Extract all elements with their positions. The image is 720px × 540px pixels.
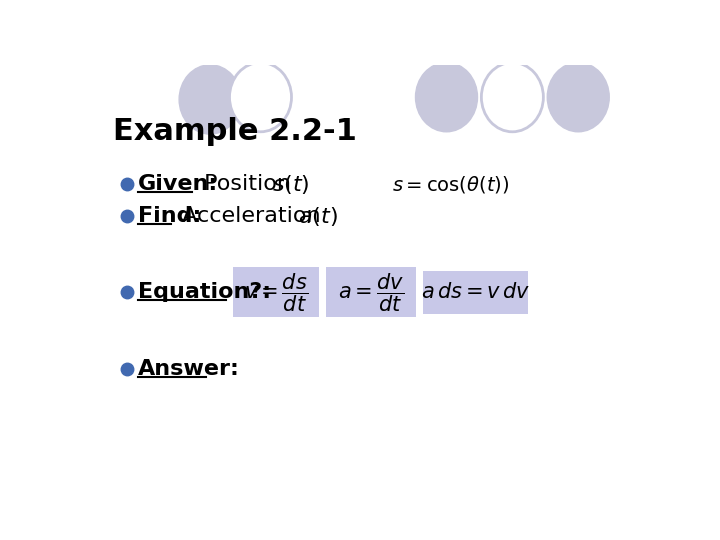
Ellipse shape: [179, 65, 241, 134]
Ellipse shape: [415, 63, 477, 132]
Text: $a(t)$: $a(t)$: [297, 205, 338, 228]
Text: Equation?:: Equation?:: [138, 282, 271, 302]
Text: Example 2.2-1: Example 2.2-1: [113, 117, 357, 146]
Text: $s(t)$: $s(t)$: [272, 173, 310, 195]
FancyBboxPatch shape: [233, 267, 319, 318]
Text: $v = \dfrac{ds}{dt}$: $v = \dfrac{ds}{dt}$: [244, 271, 308, 314]
Text: Acceleration: Acceleration: [175, 206, 328, 226]
FancyBboxPatch shape: [423, 271, 528, 314]
Text: $a = \dfrac{dv}{dt}$: $a = \dfrac{dv}{dt}$: [338, 271, 404, 314]
Text: $a\,ds = v\,dv$: $a\,ds = v\,dv$: [420, 282, 531, 302]
Text: Given:: Given:: [138, 174, 218, 194]
FancyBboxPatch shape: [326, 267, 415, 318]
Ellipse shape: [230, 63, 292, 132]
Ellipse shape: [547, 63, 609, 132]
Text: Answer:: Answer:: [138, 359, 240, 379]
Text: Find:: Find:: [138, 206, 202, 226]
Ellipse shape: [482, 63, 544, 132]
Text: $s = \cos(\theta(t))$: $s = \cos(\theta(t))$: [392, 174, 510, 194]
Text: Position: Position: [197, 174, 298, 194]
